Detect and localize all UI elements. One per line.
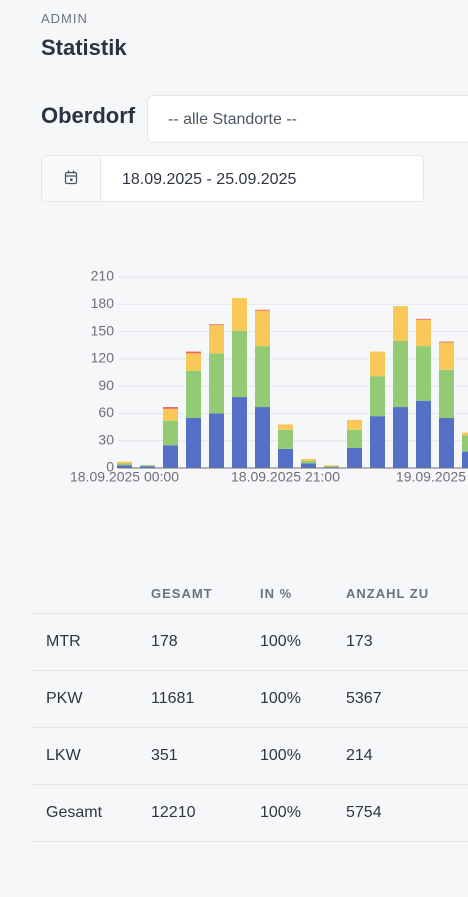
table-cell: 351 [151, 747, 178, 764]
bar-segment [370, 376, 385, 417]
bar-segment [347, 447, 362, 468]
page-title: Statistik [41, 35, 127, 60]
bar-segment [140, 466, 155, 468]
column-header: GESAMT [151, 586, 213, 601]
calendar-glyph [64, 170, 78, 185]
bar-segment [186, 353, 201, 371]
stats-table: GESAMT IN % ANZAHL ZU MTR 178 100% 173 PKW 11681… [31, 575, 468, 842]
table-header: GESAMT IN % ANZAHL ZU [31, 575, 468, 614]
bar-segment [117, 465, 132, 468]
x-tick-label: 18.09.2025 21:00 [231, 469, 340, 485]
x-tick-label: 18.09.2025 00:00 [70, 469, 179, 485]
bar-segment [324, 465, 339, 467]
calendar-icon[interactable] [42, 156, 101, 201]
bar-segment [301, 460, 316, 464]
y-tick-label: 90 [98, 377, 114, 393]
y-tick-label: 210 [91, 268, 115, 284]
bar-segment [186, 351, 201, 354]
y-tick-label: 0 [106, 459, 114, 475]
bar-segment [209, 325, 224, 354]
bar-segment [416, 319, 431, 347]
table-cell: PKW [46, 690, 83, 707]
y-tick-label: 150 [91, 322, 115, 338]
y-tick-label: 120 [91, 350, 115, 366]
y-tick-label: 60 [98, 404, 114, 420]
table-cell: 11681 [151, 690, 195, 707]
table-row: MTR 178 100% 173 [31, 614, 468, 671]
table-cell: 5367 [346, 690, 382, 707]
bar-segment [163, 407, 178, 409]
table-cell: 100% [260, 633, 301, 650]
table-cell: Gesamt [46, 804, 103, 821]
date-picker[interactable]: 18.09.2025 - 25.09.2025 [41, 155, 424, 202]
bar-segment [393, 306, 408, 341]
table-cell: MTR [46, 633, 81, 650]
y-tick-label: 180 [91, 295, 115, 311]
location-select[interactable]: -- alle Standorte -- [147, 95, 468, 143]
table-cell: 100% [260, 804, 301, 821]
bar-segment [439, 342, 454, 370]
date-range: 18.09.2025 - 25.09.2025 [122, 171, 297, 188]
y-tick-label: 30 [98, 431, 114, 447]
bar-segment [255, 346, 270, 408]
bar-segment [209, 353, 224, 414]
bar-segment [278, 429, 293, 449]
bar-segment [232, 297, 247, 331]
bar-segment [370, 416, 385, 468]
bar-segment [462, 451, 468, 468]
column-header: IN % [260, 586, 293, 601]
bar-segment [301, 458, 316, 461]
bar-segment [117, 461, 132, 464]
bar-segment [439, 369, 454, 418]
section-label: ADMIN [41, 11, 88, 26]
table-cell: 214 [346, 747, 373, 764]
bar-segment [232, 330, 247, 398]
bar-segment [163, 420, 178, 446]
bar-segment [163, 445, 178, 468]
bar-segment [278, 424, 293, 430]
table-cell: 178 [151, 633, 178, 650]
bar-segment [140, 465, 155, 467]
column-header: ANZAHL ZU [346, 586, 430, 601]
bar-segment [209, 324, 224, 326]
table-cell: 5754 [346, 804, 382, 821]
bar-segment [370, 351, 385, 377]
bar-segment [209, 413, 224, 468]
table-cell: LKW [46, 747, 81, 764]
bar-segment [393, 407, 408, 468]
bar-segment [117, 463, 132, 466]
table-cell: 100% [260, 690, 301, 707]
bar-segment [462, 435, 468, 452]
bar-segment [393, 340, 408, 408]
bar-segment [186, 370, 201, 418]
chart: 0 30 60 90 120 150 180 210 18.09.2025 00:00 18.09… [70, 268, 468, 485]
bar-segment [439, 417, 454, 468]
bar-segment [186, 417, 201, 468]
table-row: Gesamt 12210 100% 5754 [31, 785, 468, 842]
bar-segment [416, 318, 431, 320]
bar-segment [232, 397, 247, 468]
bar-segment [278, 448, 293, 468]
bar-segment [255, 309, 270, 311]
bar-segment [301, 463, 316, 468]
table-cell: 100% [260, 747, 301, 764]
bar-segment [163, 408, 178, 421]
bar-segment [439, 341, 454, 343]
bar-segment [255, 407, 270, 468]
bar-segment [255, 310, 270, 347]
location-label: Oberdorf [41, 103, 136, 128]
bar-segment [324, 466, 339, 468]
bar-segment [462, 432, 468, 436]
x-tick-label: 19.09.2025 [396, 469, 466, 485]
table-row: PKW 11681 100% 5367 [31, 671, 468, 728]
table-cell: 12210 [151, 804, 196, 821]
table-row: LKW 351 100% 214 [31, 728, 468, 785]
bar-segment [416, 346, 431, 401]
bar-segment [347, 429, 362, 448]
bar-segment [347, 419, 362, 430]
table-cell: 173 [346, 633, 373, 650]
bar-segment [416, 400, 431, 468]
